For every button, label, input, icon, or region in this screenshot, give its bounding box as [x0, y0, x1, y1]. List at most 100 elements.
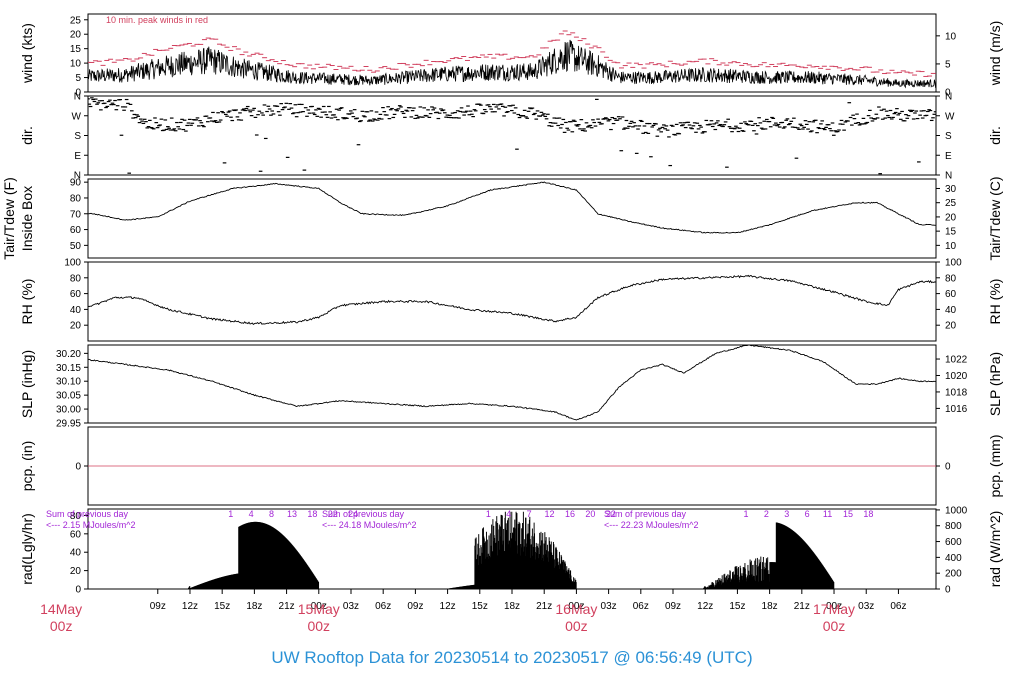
right-tick-label: 30: [945, 184, 957, 195]
x-tick-label: 06z: [633, 601, 649, 612]
left-tick-label: 60: [70, 289, 82, 300]
right-tick-label: 1000: [945, 505, 968, 516]
x-tick-label: 15z: [214, 601, 230, 612]
x-tick-label: 21z: [536, 601, 552, 612]
right-tick-label: 40: [945, 305, 957, 316]
x-tick-label: 00z: [568, 601, 584, 612]
left-tick-label: N: [74, 171, 81, 182]
left-tick-label: 10: [70, 59, 82, 70]
left-tick-label: 0: [75, 462, 81, 473]
left-tick-label: 80: [70, 193, 82, 204]
panel-rh: 20 40 60 80 100 20 40 60 80 100 RH (%) RH (%): [19, 258, 1003, 342]
left-tick-label: 30.20: [56, 349, 81, 360]
left-tick-label: 70: [70, 209, 82, 220]
right-axis-label: Tair/Tdew (C): [987, 176, 1003, 260]
rad-hour-number: 11: [823, 509, 832, 519]
x-tick-label: 09z: [407, 601, 423, 612]
x-tick-label: 18z: [246, 601, 262, 612]
left-tick-label: 80: [70, 273, 82, 284]
right-axis-label: dir.: [987, 126, 1003, 145]
x-tick-label: 12z: [697, 601, 713, 612]
left-tick-label: 5: [75, 73, 81, 84]
plot-area-rh: [88, 274, 936, 325]
rad-daily-sum-value: <--- 24.18 MJoules/m^2: [322, 520, 417, 530]
left-axis-label: wind (kts): [19, 23, 35, 84]
date-label-day: 17May: [813, 601, 855, 617]
right-tick-label: 15: [945, 227, 957, 238]
rad-hour-number: 18: [307, 509, 317, 519]
rad-hour-number: 15: [843, 509, 853, 519]
left-tick-label: 80: [70, 511, 82, 522]
date-label-hour: 00z: [50, 618, 73, 634]
right-tick-label: 10: [945, 31, 957, 42]
rad-daily-sum-title: Sum of previous day: [604, 509, 687, 519]
left-tick-label: N: [74, 92, 81, 103]
left-tick-label: 100: [64, 258, 81, 269]
temp-line: [88, 181, 936, 234]
rad-hour-number: 16: [565, 509, 575, 519]
date-label-hour: 00z: [307, 618, 330, 634]
plot-area-wind: [88, 30, 936, 89]
left-tick-label: 30.10: [56, 377, 81, 388]
wind-speed-line: [88, 39, 936, 89]
left-tick-label: 90: [70, 178, 82, 189]
right-tick-label: 1018: [945, 387, 968, 398]
left-tick-label: S: [74, 131, 81, 142]
right-tick-label: 20: [945, 321, 957, 332]
rad-daily-sum-title: Sum of previous day: [322, 509, 405, 519]
x-tick-label: 00z: [826, 601, 842, 612]
x-tick-label: 09z: [150, 601, 166, 612]
rad-hour-number: 6: [805, 509, 810, 519]
rad-hour-number: 7: [527, 509, 532, 519]
x-tick-label: 15z: [729, 601, 745, 612]
right-tick-label: 100: [945, 258, 962, 269]
panel-frame-dir: [87, 95, 937, 176]
left-tick-label: 30.00: [56, 405, 81, 416]
left-tick-label: 60: [70, 529, 82, 540]
left-tick-label: W: [72, 111, 82, 122]
left-tick-label: 30.05: [56, 391, 81, 402]
right-tick-label: 0: [945, 462, 951, 473]
date-label-hour: 00z: [565, 618, 588, 634]
right-tick-label: 60: [945, 289, 957, 300]
peak-wind-annotation: 10 min. peak winds in red: [106, 15, 208, 25]
plot-area-dir: [88, 97, 936, 175]
right-tick-label: W: [945, 111, 955, 122]
plot-area-temp: [88, 181, 936, 234]
x-tick-label: 15z: [472, 601, 488, 612]
left-tick-label: 30.15: [56, 363, 81, 374]
right-tick-label: S: [945, 131, 952, 142]
left-axis-label: RH (%): [19, 279, 35, 325]
right-tick-label: 5: [945, 59, 951, 70]
chart-title: UW Rooftop Data for 20230514 to 20230517…: [271, 648, 753, 667]
left-tick-label: 20: [70, 30, 82, 41]
x-tick-label: 06z: [890, 601, 906, 612]
rad-hour-number: 1: [486, 509, 491, 519]
plot-area-slp: [88, 345, 936, 421]
left-axis-label-2: Tair/Tdew (F): [1, 177, 17, 259]
plot-area-rad: [187, 511, 835, 589]
right-tick-label: 0: [945, 585, 951, 596]
left-tick-label: 15: [70, 44, 82, 55]
left-axis-label: dir.: [19, 126, 35, 145]
x-tick-label: 12z: [182, 601, 198, 612]
panel-slp: 29.95 30.00 30.05 30.10 30.15 30.20 1016 1018 10…: [19, 344, 1003, 430]
x-tick-label: 06z: [375, 601, 391, 612]
right-axis-label: wind (m/s): [987, 21, 1003, 87]
right-tick-label: 25: [945, 198, 957, 209]
x-tick-label: 18z: [504, 601, 520, 612]
slp-line: [88, 345, 936, 421]
right-tick-label: 400: [945, 553, 962, 564]
panel-frame-rh: [87, 261, 937, 342]
date-label-hour: 00z: [823, 618, 846, 634]
x-tick-label: 21z: [794, 601, 810, 612]
right-tick-label: 600: [945, 537, 962, 548]
rad-hour-number: 8: [269, 509, 274, 519]
rad-daily-sum-value: <--- 22.23 MJoules/m^2: [604, 520, 699, 530]
right-tick-label: 800: [945, 521, 962, 532]
